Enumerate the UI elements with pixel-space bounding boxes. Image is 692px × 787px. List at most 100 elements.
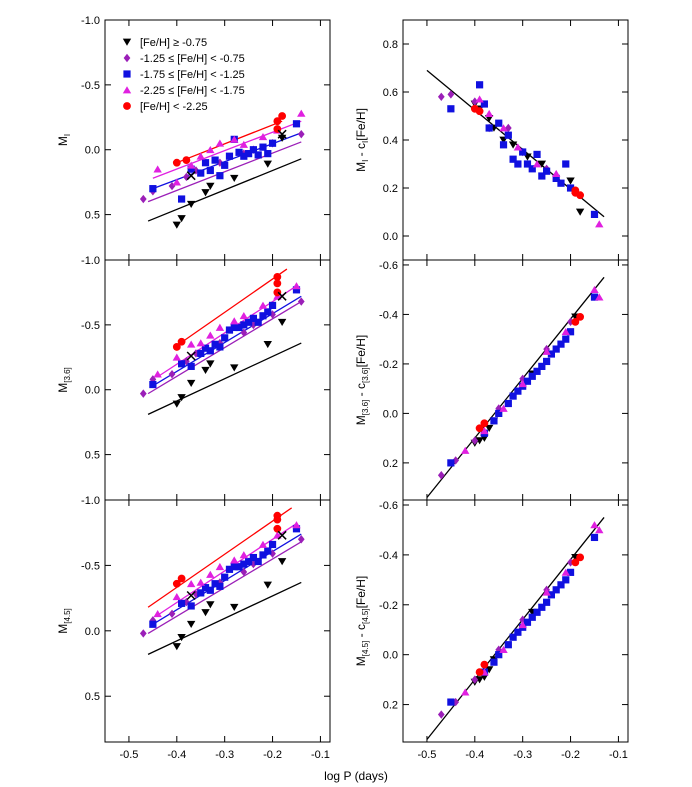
data-point (172, 579, 181, 588)
data-point (245, 150, 253, 158)
y-axis-label: M[3.6] (56, 367, 72, 393)
data-point (590, 293, 599, 301)
data-point (249, 146, 258, 154)
x-tick-label: -0.2 (561, 749, 580, 761)
data-point (437, 710, 445, 719)
data-point (538, 603, 546, 611)
data-point (187, 602, 195, 610)
data-point (201, 189, 210, 197)
fit-line (176, 268, 288, 347)
data-point (264, 308, 272, 316)
plot-area (426, 517, 605, 740)
data-point (245, 318, 253, 326)
data-point (230, 563, 238, 571)
data-point (206, 166, 214, 175)
data-point (186, 579, 196, 588)
fit-line (147, 541, 302, 634)
data-point (514, 160, 522, 168)
data-point (239, 312, 249, 320)
panel-right-mid: -0.6 -0.4 -0.2 0.0 0.2 M[3.6] - c[3.6][Fe/H] (354, 259, 629, 501)
data-point (519, 148, 527, 156)
data-point (221, 334, 229, 342)
data-point (447, 105, 455, 113)
data-point (221, 573, 229, 581)
data-point (177, 337, 186, 346)
data-point (528, 372, 536, 380)
data-point (259, 312, 267, 320)
panel-right-bottom: -0.5 -0.4 -0.3 -0.2 -0.1 -0.6 -0.4 -0.2 0.0 0.2 M[… (354, 499, 629, 761)
data-point (475, 95, 484, 103)
data-point (495, 651, 503, 659)
cross-point (277, 530, 287, 540)
data-point (537, 160, 547, 168)
data-point (547, 591, 556, 599)
data-point (490, 417, 498, 425)
data-point (192, 166, 200, 175)
data-point (235, 563, 243, 571)
data-point (552, 345, 560, 353)
y-tick-label: 0.2 (383, 700, 398, 712)
data-point (172, 593, 182, 601)
data-point (595, 526, 604, 534)
data-point (230, 323, 238, 332)
y-tick-label: 0.0 (85, 626, 100, 638)
data-point (187, 362, 195, 370)
data-point (206, 331, 215, 339)
fit-line (147, 342, 302, 415)
data-point (168, 609, 176, 619)
data-point (211, 156, 219, 164)
data-point (542, 347, 551, 355)
data-point (278, 112, 287, 120)
data-point (240, 328, 248, 337)
y-tick-label: -0.4 (379, 550, 398, 562)
data-point (523, 618, 532, 626)
data-point (543, 167, 551, 175)
data-point (240, 152, 248, 160)
data-point (484, 666, 494, 674)
data-point (528, 613, 536, 621)
data-point (471, 97, 479, 106)
data-point (254, 151, 262, 159)
data-point (216, 343, 224, 351)
data-point (499, 645, 508, 654)
data-point (177, 574, 186, 583)
data-point (273, 279, 282, 288)
data-point (562, 335, 570, 343)
data-point (249, 553, 258, 562)
data-point (230, 364, 239, 372)
data-point (523, 160, 532, 168)
data-point (590, 210, 599, 218)
cross-point (186, 351, 196, 361)
data-point (297, 129, 305, 139)
data-point (172, 221, 182, 229)
data-point (475, 424, 484, 433)
data-point (215, 323, 225, 331)
panel-frame (402, 19, 629, 261)
x-tick-label: -0.2 (263, 749, 282, 761)
data-point (561, 327, 570, 336)
data-point (201, 159, 210, 167)
y-tick-label: -0.5 (81, 320, 100, 332)
data-point (552, 174, 560, 182)
data-point (225, 152, 234, 160)
data-point (264, 547, 272, 555)
data-point (269, 310, 276, 319)
x-tick-label: -0.1 (609, 749, 628, 761)
data-point (566, 177, 575, 185)
data-point (206, 145, 215, 154)
data-point (245, 557, 253, 566)
data-point (461, 446, 470, 454)
data-point (172, 643, 182, 651)
data-point (590, 521, 599, 529)
legend-item: [Fe/H] < -2.25 (123, 101, 208, 113)
data-point (197, 169, 205, 177)
plot-area (426, 69, 605, 228)
data-point (258, 132, 268, 141)
data-point (475, 81, 484, 89)
x-tick-label: -0.5 (417, 749, 436, 761)
legend-label: -2.25 ≤ [Fe/H] < -1.75 (140, 85, 245, 97)
y-tick-label: -0.5 (81, 560, 100, 572)
data-point (566, 328, 575, 336)
data-point (172, 353, 182, 361)
y-tick-label: -0.6 (379, 500, 398, 512)
